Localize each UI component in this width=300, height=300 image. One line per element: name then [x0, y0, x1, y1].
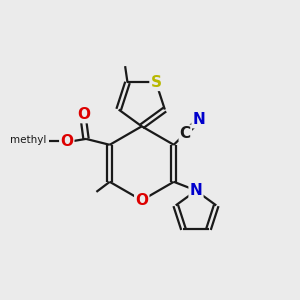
Text: O: O — [60, 134, 73, 149]
Text: C: C — [180, 126, 191, 141]
Text: N: N — [190, 183, 202, 198]
Text: O: O — [135, 193, 148, 208]
Text: O: O — [77, 107, 90, 122]
Text: S: S — [151, 75, 161, 90]
Text: methyl: methyl — [10, 135, 47, 146]
Text: N: N — [193, 112, 205, 127]
